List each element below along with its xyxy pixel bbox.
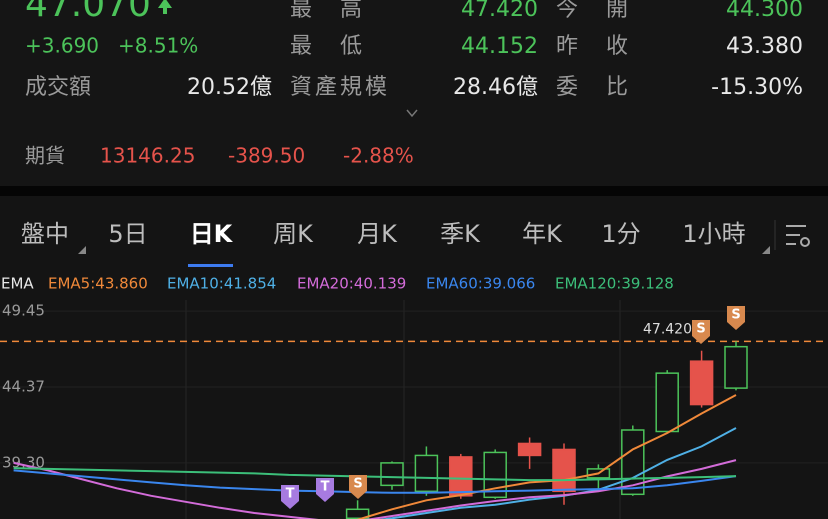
label: 委比 (556, 75, 656, 100)
price: 47.070 (25, 0, 151, 25)
value: 20.52億 (187, 75, 272, 100)
candle-body (724, 345, 748, 389)
tab[interactable]: 日K (190, 220, 234, 248)
signal-text: T (321, 480, 330, 495)
signal-badge (349, 475, 367, 499)
signal-text: S (696, 322, 705, 337)
legend-entry: EMA60:39.066 (426, 275, 535, 293)
dropdown-mark (762, 246, 770, 254)
candle-body (414, 454, 439, 493)
candle-body (517, 442, 542, 457)
tab[interactable]: 1小時 (682, 220, 745, 248)
candle-body (483, 451, 507, 499)
ema-line (378, 427, 737, 519)
change-pct: +8.51% (118, 34, 198, 58)
signal-text: S (353, 477, 362, 492)
candle-body (655, 372, 679, 433)
label: 最高 (290, 0, 390, 22)
candle-body (689, 360, 714, 406)
futures-label: 期貨 (25, 144, 65, 168)
separator (0, 186, 828, 196)
value: 28.46億 (453, 75, 538, 100)
y-tick-label: 44.37 (2, 378, 45, 396)
indicator-label: EMA (1, 275, 34, 293)
signal-badge (281, 485, 299, 509)
chart-panel (0, 196, 828, 519)
ema-line (13, 467, 737, 482)
value: 43.380 (726, 34, 803, 59)
legend-entry: EMA120:39.128 (555, 275, 674, 293)
futures-pct: -2.88% (343, 144, 414, 168)
signal-badge (727, 306, 745, 330)
legend-entry: EMA10:41.854 (167, 275, 276, 293)
tab[interactable]: 5日 (108, 220, 147, 248)
menu-icon[interactable] (786, 225, 810, 247)
signal-text: S (731, 308, 740, 323)
ema-line (357, 394, 737, 519)
value: -15.30% (711, 75, 803, 100)
candle-body (552, 448, 576, 493)
candle-body (449, 456, 473, 497)
ema-line (13, 469, 737, 494)
change: +3.690 (25, 34, 99, 58)
expand-chevron[interactable] (406, 109, 418, 118)
tab[interactable]: 年K (522, 220, 563, 248)
y-tick-label: 49.45 (2, 302, 45, 320)
futures-price: 13146.25 (100, 144, 195, 168)
label: 昨收 (556, 34, 656, 59)
value: 44.300 (726, 0, 803, 22)
label: 成交額 (25, 75, 91, 100)
label: 最低 (290, 34, 390, 59)
up-arrow (158, 0, 172, 14)
candle-body (380, 462, 404, 487)
tab[interactable]: 月K (357, 220, 398, 248)
legend-entry: EMA20:40.139 (297, 275, 406, 293)
quote-panel (0, 0, 828, 186)
label: 今開 (556, 0, 656, 22)
max-label: 47.420 (643, 321, 692, 337)
tab[interactable]: 周K (273, 220, 314, 248)
tab-indicator (188, 264, 233, 267)
legend-entry: EMA5:43.860 (48, 275, 148, 293)
candle-body (345, 508, 370, 519)
signal-text: T (286, 487, 295, 502)
label: 資產規模 (290, 75, 390, 100)
futures-change: -389.50 (228, 144, 305, 168)
value: 44.152 (461, 34, 538, 59)
tab[interactable]: 季K (440, 220, 481, 248)
dropdown-mark (78, 246, 86, 254)
tab[interactable]: 1分 (601, 220, 640, 248)
value: 47.420 (461, 0, 538, 22)
tab[interactable]: 盤中 (21, 220, 69, 248)
signal-badge (316, 478, 334, 502)
signal-badge (692, 320, 710, 344)
